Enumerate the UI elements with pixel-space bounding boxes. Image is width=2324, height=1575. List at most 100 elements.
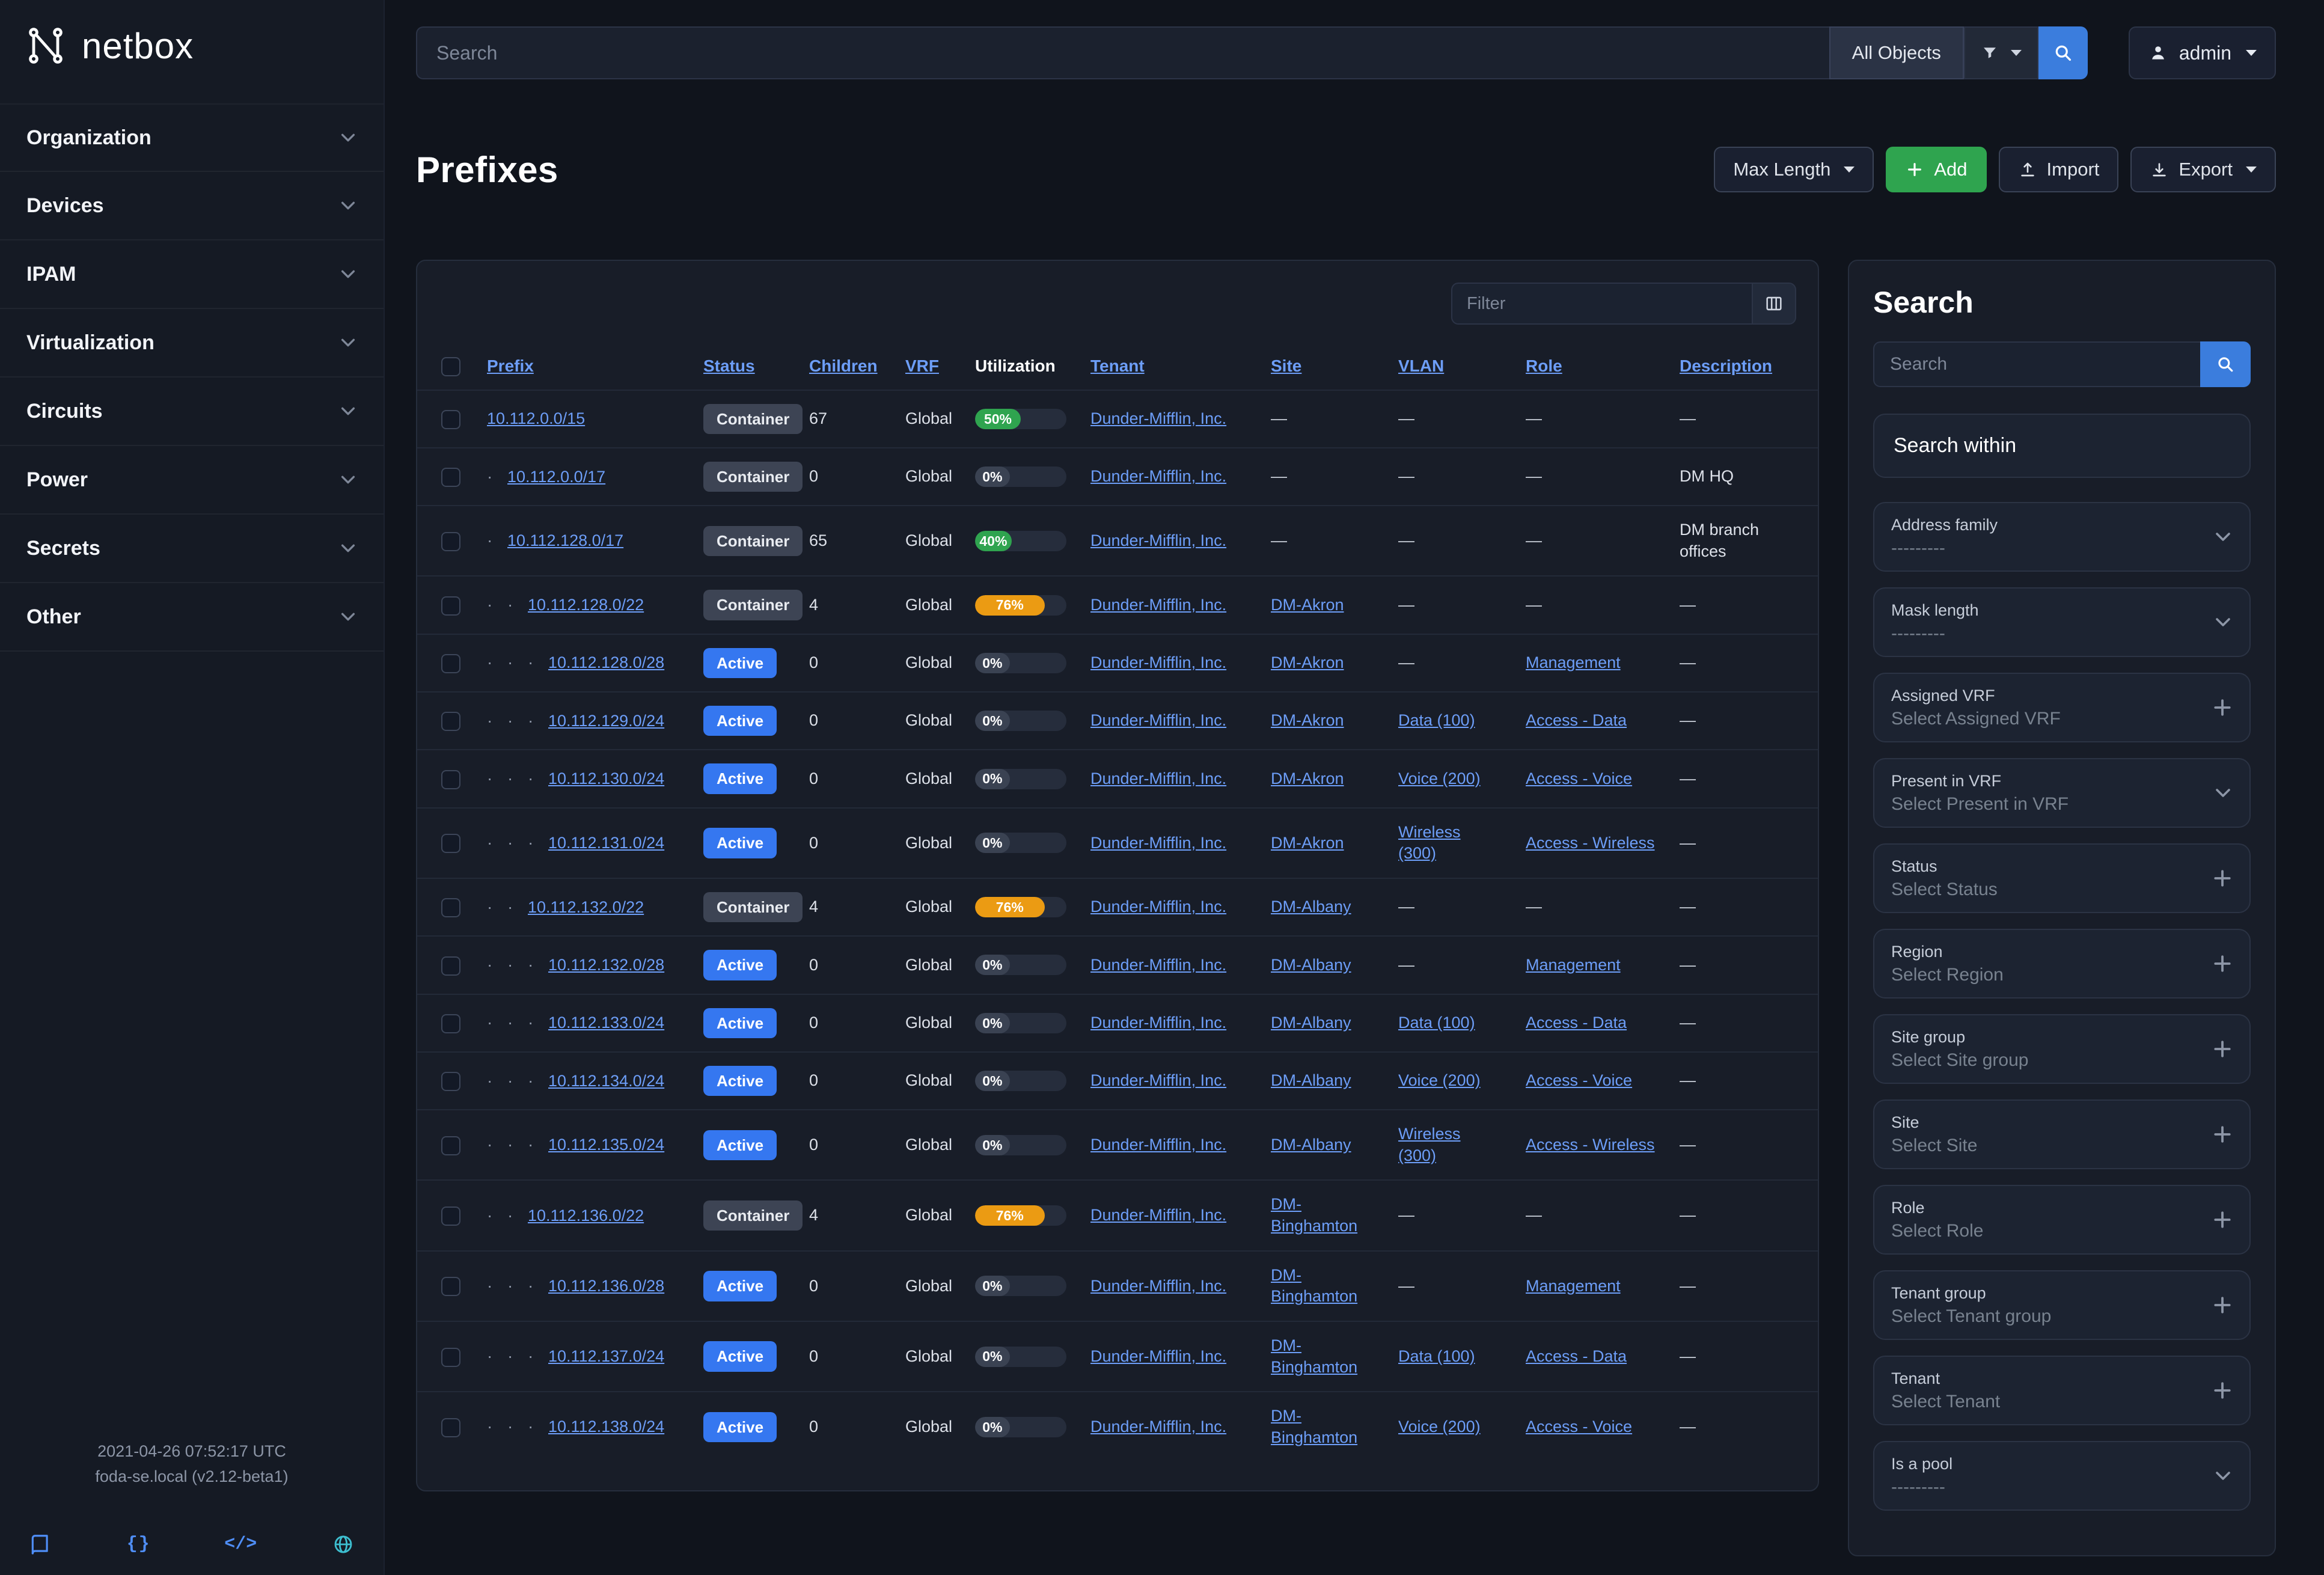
- api-braces-icon[interactable]: { }: [126, 1534, 150, 1555]
- export-button[interactable]: Export: [2130, 147, 2276, 192]
- role-link[interactable]: Access - Voice: [1526, 1071, 1633, 1090]
- tenant-link[interactable]: Dunder-Mifflin, Inc.: [1090, 653, 1227, 672]
- row-checkbox[interactable]: [441, 1072, 460, 1092]
- role-link[interactable]: Management: [1526, 1276, 1621, 1295]
- row-checkbox[interactable]: [441, 898, 460, 918]
- prefix-link[interactable]: 10.112.0.0/15: [487, 409, 586, 427]
- row-checkbox[interactable]: [441, 468, 460, 488]
- role-link[interactable]: Access - Data: [1526, 1013, 1627, 1032]
- vlan-link[interactable]: Voice (200): [1398, 769, 1481, 788]
- prefix-link[interactable]: 10.112.130.0/24: [548, 769, 665, 788]
- filter-field-status[interactable]: Status Select Status: [1873, 843, 2251, 913]
- vlan-link[interactable]: Data (100): [1398, 711, 1475, 730]
- prefix-link[interactable]: 10.112.128.0/17: [507, 531, 624, 550]
- tenant-link[interactable]: Dunder-Mifflin, Inc.: [1090, 1071, 1227, 1090]
- prefix-link[interactable]: 10.112.136.0/22: [528, 1206, 644, 1225]
- row-checkbox[interactable]: [441, 654, 460, 674]
- sort-description[interactable]: Description: [1680, 356, 1773, 375]
- role-link[interactable]: Access - Data: [1526, 1347, 1627, 1365]
- sort-role[interactable]: Role: [1526, 356, 1562, 375]
- import-button[interactable]: Import: [1998, 147, 2119, 192]
- tenant-link[interactable]: Dunder-Mifflin, Inc.: [1090, 1206, 1227, 1225]
- status-badge[interactable]: Active: [703, 1411, 777, 1443]
- user-menu-button[interactable]: admin: [2128, 26, 2276, 79]
- site-link[interactable]: DM-Binghamton: [1271, 1407, 1358, 1446]
- status-badge[interactable]: Container: [703, 403, 803, 434]
- filter-field-tenant-group[interactable]: Tenant group Select Tenant group: [1873, 1270, 2251, 1340]
- brand[interactable]: netbox: [0, 0, 384, 96]
- role-link[interactable]: Access - Voice: [1526, 769, 1633, 788]
- site-link[interactable]: DM-Albany: [1271, 1136, 1351, 1154]
- site-link[interactable]: DM-Albany: [1271, 1071, 1351, 1090]
- row-checkbox[interactable]: [441, 1418, 460, 1437]
- vlan-link[interactable]: Voice (200): [1398, 1071, 1481, 1090]
- sort-children[interactable]: Children: [809, 356, 878, 375]
- row-checkbox[interactable]: [441, 1347, 460, 1367]
- tenant-link[interactable]: Dunder-Mifflin, Inc.: [1090, 955, 1227, 974]
- filter-field-present-in-vrf[interactable]: Present in VRF Select Present in VRF: [1873, 758, 2251, 828]
- role-link[interactable]: Access - Voice: [1526, 1418, 1633, 1436]
- site-link[interactable]: DM-Binghamton: [1271, 1265, 1358, 1306]
- select-all-checkbox[interactable]: [441, 356, 460, 376]
- filter-field-tenant[interactable]: Tenant Select Tenant: [1873, 1356, 2251, 1425]
- tenant-link[interactable]: Dunder-Mifflin, Inc.: [1090, 898, 1227, 916]
- prefix-link[interactable]: 10.112.0.0/17: [507, 467, 606, 486]
- row-checkbox[interactable]: [441, 531, 460, 551]
- row-checkbox[interactable]: [441, 1206, 460, 1226]
- community-globe-icon[interactable]: [332, 1533, 355, 1556]
- tenant-link[interactable]: Dunder-Mifflin, Inc.: [1090, 711, 1227, 730]
- status-badge[interactable]: Active: [703, 763, 777, 794]
- sort-tenant[interactable]: Tenant: [1090, 356, 1145, 375]
- status-badge[interactable]: Active: [703, 706, 777, 736]
- row-checkbox[interactable]: [441, 409, 460, 429]
- role-link[interactable]: Management: [1526, 955, 1621, 974]
- site-link[interactable]: DM-Albany: [1271, 1013, 1351, 1032]
- site-link[interactable]: DM-Akron: [1271, 653, 1344, 672]
- row-checkbox[interactable]: [441, 712, 460, 732]
- status-badge[interactable]: Active: [703, 950, 777, 980]
- docs-book-icon[interactable]: [29, 1533, 52, 1556]
- status-badge[interactable]: Container: [703, 590, 803, 620]
- tenant-link[interactable]: Dunder-Mifflin, Inc.: [1090, 595, 1227, 614]
- filter-field-mask-length[interactable]: Mask length ---------: [1873, 587, 2251, 657]
- prefix-link[interactable]: 10.112.136.0/28: [548, 1276, 665, 1295]
- filter-field-assigned-vrf[interactable]: Assigned VRF Select Assigned VRF: [1873, 673, 2251, 742]
- vlan-link[interactable]: Wireless (300): [1398, 822, 1461, 863]
- sidebar-item-organization[interactable]: Organization: [0, 103, 384, 172]
- vlan-link[interactable]: Data (100): [1398, 1347, 1475, 1365]
- table-config-button[interactable]: [1752, 283, 1796, 325]
- code-icon[interactable]: </>: [224, 1534, 257, 1555]
- filter-field-site-group[interactable]: Site group Select Site group: [1873, 1014, 2251, 1084]
- role-link[interactable]: Management: [1526, 653, 1621, 672]
- role-link[interactable]: Access - Data: [1526, 711, 1627, 730]
- site-link[interactable]: DM-Albany: [1271, 898, 1351, 916]
- global-search-input[interactable]: [416, 26, 1829, 79]
- status-badge[interactable]: Active: [703, 1130, 777, 1161]
- filter-field-site[interactable]: Site Select Site: [1873, 1099, 2251, 1169]
- row-checkbox[interactable]: [441, 1277, 460, 1297]
- status-badge[interactable]: Container: [703, 1200, 803, 1231]
- site-link[interactable]: DM-Albany: [1271, 955, 1351, 974]
- prefix-link[interactable]: 10.112.132.0/28: [548, 955, 665, 974]
- prefix-link[interactable]: 10.112.135.0/24: [548, 1136, 665, 1154]
- status-badge[interactable]: Active: [703, 1271, 777, 1301]
- vlan-link[interactable]: Data (100): [1398, 1013, 1475, 1032]
- filter-field-is-a-pool[interactable]: Is a pool ---------: [1873, 1441, 2251, 1511]
- status-badge[interactable]: Container: [703, 891, 803, 923]
- prefix-link[interactable]: 10.112.133.0/24: [548, 1014, 665, 1032]
- status-badge[interactable]: Active: [703, 1065, 777, 1096]
- tenant-link[interactable]: Dunder-Mifflin, Inc.: [1090, 1013, 1227, 1032]
- sort-status[interactable]: Status: [703, 356, 755, 375]
- status-badge[interactable]: Active: [703, 828, 777, 858]
- prefix-link[interactable]: 10.112.128.0/22: [528, 596, 644, 614]
- vlan-link[interactable]: Voice (200): [1398, 1418, 1481, 1436]
- sidebar-item-devices[interactable]: Devices: [0, 172, 384, 240]
- sidebar-item-other[interactable]: Other: [0, 583, 384, 652]
- sidebar-item-circuits[interactable]: Circuits: [0, 378, 384, 446]
- tenant-link[interactable]: Dunder-Mifflin, Inc.: [1090, 531, 1227, 550]
- prefix-link[interactable]: 10.112.137.0/24: [548, 1347, 665, 1366]
- add-button[interactable]: Add: [1886, 147, 1987, 192]
- site-link[interactable]: DM-Akron: [1271, 595, 1344, 614]
- site-link[interactable]: DM-Binghamton: [1271, 1195, 1358, 1235]
- row-checkbox[interactable]: [441, 1136, 460, 1155]
